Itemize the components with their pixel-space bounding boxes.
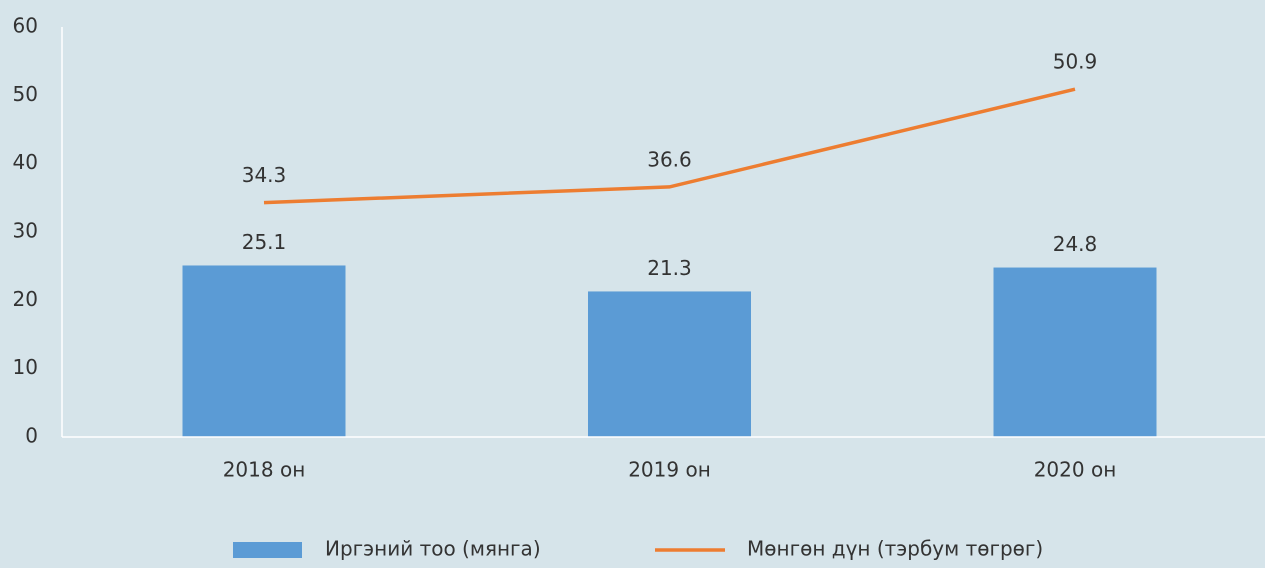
legend-label: Иргэний тоо (мянга) bbox=[325, 537, 541, 561]
y-tick-label: 10 bbox=[13, 355, 38, 379]
y-tick-label: 40 bbox=[13, 150, 38, 174]
y-tick-label: 0 bbox=[25, 424, 38, 448]
bar-value-label: 25.1 bbox=[242, 230, 287, 254]
y-tick-label: 50 bbox=[13, 82, 38, 106]
line-value-label: 36.6 bbox=[647, 147, 692, 171]
bar bbox=[993, 267, 1157, 437]
y-tick-label: 60 bbox=[13, 14, 38, 38]
bar-value-label: 24.8 bbox=[1053, 232, 1098, 256]
bar-value-label: 21.3 bbox=[647, 256, 692, 280]
x-tick-label: 2020 он bbox=[1034, 458, 1117, 482]
line bbox=[263, 87, 1076, 205]
legend-swatch bbox=[233, 542, 302, 558]
line-value-label: 34.3 bbox=[242, 163, 287, 187]
legend-label: Мөнгөн дүн (тэрбум төгрөг) bbox=[747, 537, 1043, 561]
bar bbox=[588, 291, 751, 437]
line-value-label: 50.9 bbox=[1053, 50, 1098, 74]
bar bbox=[182, 265, 346, 437]
x-tick-label: 2019 он bbox=[628, 458, 711, 482]
y-tick-label: 30 bbox=[13, 219, 38, 243]
y-tick-label: 20 bbox=[13, 287, 38, 311]
x-tick-label: 2018 он bbox=[223, 458, 306, 482]
